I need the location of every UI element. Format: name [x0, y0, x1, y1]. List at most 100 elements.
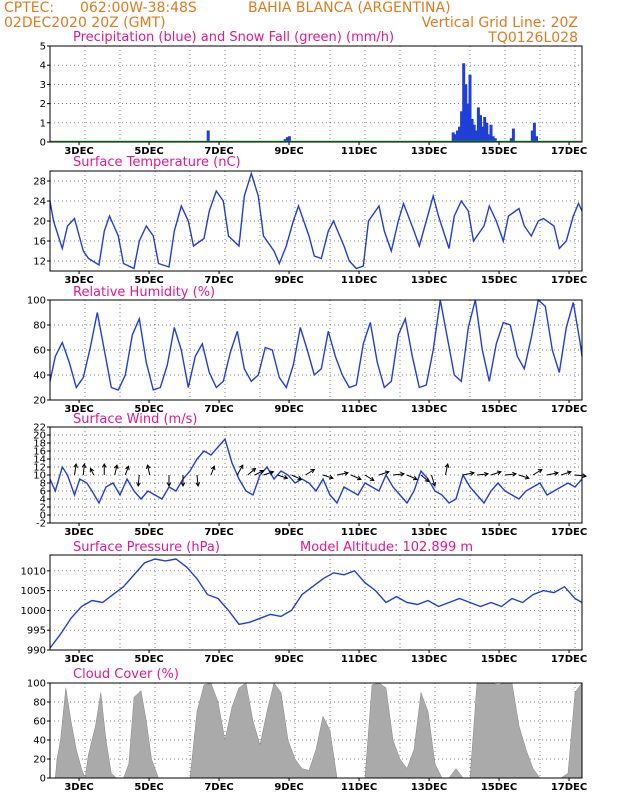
wind-arrow-head [431, 481, 437, 487]
wind-arrow [74, 463, 77, 476]
wind-arrow-head [554, 471, 560, 476]
header-coords: 062:00W-38:48S [80, 0, 197, 16]
wind-arrow [532, 469, 543, 476]
wind-arrow [90, 468, 95, 476]
y-tick-label: -2 [36, 519, 46, 530]
x-tick-label: 15DEC [481, 146, 517, 157]
wind-arrow [476, 473, 489, 476]
y-tick-label: 2 [40, 503, 46, 514]
wind-arrow [445, 463, 449, 476]
wind-arrow [247, 468, 256, 476]
x-tick-label: 5DEC [134, 275, 163, 286]
wind-arrow-head [145, 464, 151, 470]
precip-bar [487, 134, 491, 142]
wind-arrow-head [566, 470, 572, 475]
precip-bar [509, 138, 513, 142]
y-tick-label: 16 [33, 237, 46, 248]
x-tick-label: 11DEC [341, 527, 377, 538]
x-tick-label: 11DEC [341, 146, 377, 157]
x-tick-label: 11DEC [341, 275, 377, 286]
wind-arrow-head [180, 482, 186, 488]
y-tick-label: 22 [33, 423, 46, 434]
y-tick-label: 80 [33, 321, 46, 332]
x-tick-label: 17DEC [551, 404, 587, 415]
wind-arrow-head [73, 462, 78, 468]
header-model-id: TQ0126L028 [487, 30, 578, 46]
x-tick-label: 5DEC [134, 782, 163, 793]
y-tick-label: 12 [33, 463, 46, 474]
wind-arrow-head [166, 482, 172, 488]
wind-arrow-head [369, 476, 375, 482]
x-tick-label: 13DEC [411, 146, 447, 157]
wind-arrow [378, 471, 390, 476]
wind-arrow [124, 466, 130, 476]
x-tick-label: 13DEC [411, 782, 447, 793]
wind-arrow [277, 474, 288, 479]
x-tick-label: 5DEC [134, 527, 163, 538]
wind-arrow [350, 474, 362, 480]
x-tick-label: 13DEC [411, 527, 447, 538]
precip-bar [479, 115, 482, 142]
precip-bar [470, 118, 474, 142]
wind-arrow-head [297, 475, 303, 481]
x-tick-label: 7DEC [204, 782, 233, 793]
wind-arrow [431, 474, 436, 487]
x-tick-label: 15DEC [481, 275, 517, 286]
x-tick-label: 15DEC [481, 404, 517, 415]
y-tick-label: 3 [40, 80, 46, 91]
y-tick-label: 5 [40, 42, 46, 53]
precip-bar [485, 122, 489, 142]
wind-arrow-head [136, 482, 141, 488]
y-tick-label: 20 [33, 755, 46, 766]
panel-title-5: Cloud Cover (%) [73, 667, 179, 682]
x-tick-label: 15DEC [481, 782, 517, 793]
wind-arrow-head [484, 471, 490, 477]
x-tick-label: 7DEC [204, 527, 233, 538]
x-tick-label: 3DEC [64, 404, 93, 415]
y-tick-label: 60 [33, 717, 46, 728]
panel-title-3: Surface Wind (m/s) [73, 412, 197, 427]
panel-subtitle-4: Model Altitude: 102.899 m [300, 540, 473, 555]
wind-arrow [114, 464, 118, 476]
precip-bar [206, 130, 210, 142]
precip-bar [466, 103, 470, 142]
x-tick-label: 13DEC [411, 404, 447, 415]
y-tick-label: 100 [27, 679, 46, 690]
wind-arrow-head [81, 462, 87, 468]
y-tick-label: 0 [40, 138, 46, 149]
precip-bar [472, 124, 476, 142]
wind-arrow [82, 463, 85, 476]
series-line [49, 298, 583, 391]
x-tick-label: 9DEC [274, 404, 303, 415]
series-line [49, 558, 583, 649]
x-tick-label: 15DEC [481, 527, 517, 538]
y-tick-label: 40 [33, 736, 46, 747]
precip-bar [462, 63, 466, 142]
x-tick-label: 9DEC [274, 782, 303, 793]
header-location: BAHIA BLANCA (ARGENTINA) [248, 0, 451, 16]
y-tick-label: 80 [33, 698, 46, 709]
precip-bar [453, 134, 457, 142]
x-tick-label: 5DEC [134, 146, 163, 157]
x-tick-label: 3DEC [64, 654, 93, 665]
y-tick-label: 16 [33, 447, 46, 458]
precip-bar [530, 130, 534, 142]
wind-arrow-head [496, 470, 502, 475]
x-tick-label: 11DEC [341, 404, 377, 415]
precip-bar [532, 122, 536, 142]
wind-arrow [392, 473, 405, 476]
wind-arrow [518, 474, 530, 479]
precip-bar [476, 107, 480, 142]
y-tick-label: 0 [40, 511, 46, 522]
wind-arrow-head [412, 475, 418, 481]
wind-arrow [364, 474, 375, 481]
wind-arrow [336, 472, 349, 476]
x-tick-label: 17DEC [551, 654, 587, 665]
precip-bar [474, 130, 478, 142]
plot-frame [49, 682, 583, 779]
x-tick-label: 5DEC [134, 404, 163, 415]
precip-bar [511, 128, 515, 142]
x-tick-label: 13DEC [411, 654, 447, 665]
y-tick-label: 28 [33, 177, 46, 188]
wind-arrow-head [400, 471, 406, 477]
